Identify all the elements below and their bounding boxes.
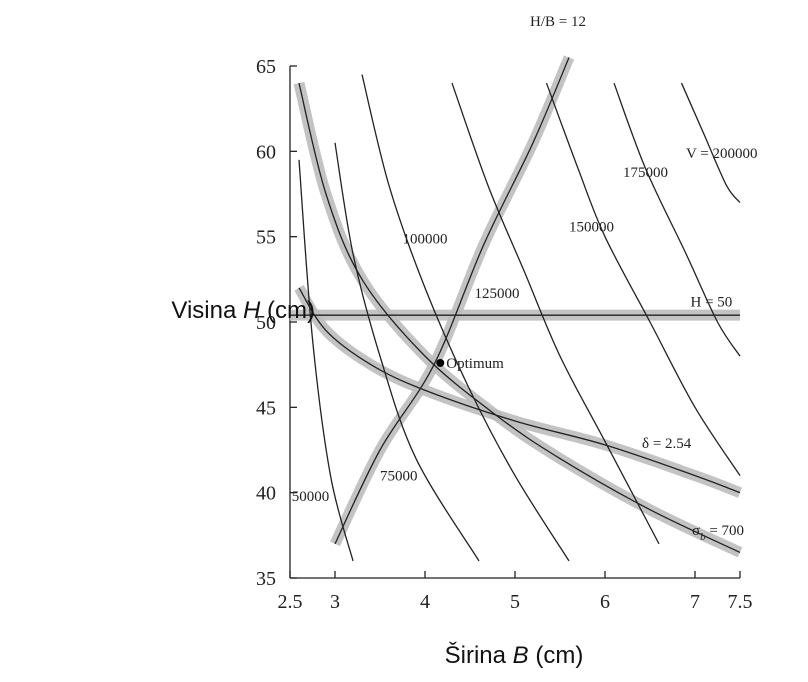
- volume-contour-3: [451, 82, 660, 545]
- x-tick-label: 3: [330, 591, 340, 613]
- constraint-line-0: [334, 57, 570, 545]
- volume-label-6: V = 200000: [686, 146, 758, 162]
- volume-label-2: 100000: [403, 231, 448, 247]
- volume-contour-5: [613, 82, 741, 357]
- constraint-line-3: [298, 82, 741, 553]
- constraint-lines: [290, 57, 741, 553]
- label-delta: δ = 2.54: [642, 436, 692, 452]
- volume-contour-1: [334, 142, 480, 562]
- label-h-50: H = 50: [691, 295, 733, 311]
- x-tick-label: 6: [600, 591, 610, 613]
- volume-label-0: 50000: [292, 489, 330, 505]
- label-sigma: σb = 700: [692, 523, 744, 543]
- x-tick-label: 5: [510, 591, 520, 613]
- label-h-over-b: H/B = 12: [530, 14, 586, 30]
- volume-contour-4: [545, 82, 741, 476]
- volume-contour-0: [298, 159, 354, 562]
- optimum-point: [436, 358, 445, 367]
- x-tick-label: 2.5: [278, 591, 303, 613]
- curve-labels: 50000 75000 100000 125000 150000 175000 V = 20…: [292, 14, 758, 505]
- volume-label-4: 150000: [569, 220, 614, 236]
- constraint-bands: [290, 55, 743, 558]
- volume-label-3: 125000: [475, 286, 520, 302]
- volume-contour-2: [361, 74, 570, 562]
- volume-contour-6: [680, 82, 741, 203]
- y-tick-label: 45: [256, 397, 276, 419]
- y-tick-label: 60: [256, 141, 276, 163]
- y-tick-label: 35: [256, 568, 276, 590]
- constraint-line-2: [298, 287, 741, 494]
- x-tick-label: 7.5: [728, 591, 753, 613]
- y-tick-label: 50: [256, 312, 276, 334]
- y-tick-label: 55: [256, 227, 276, 249]
- y-tick-label: 40: [256, 483, 276, 505]
- x-tick-label: 4: [420, 591, 430, 613]
- y-tick-label: 65: [256, 56, 276, 78]
- volume-contours: [298, 74, 741, 562]
- y-axis-title: Visina H (cm): [171, 297, 315, 324]
- x-tick-label: 7: [690, 591, 700, 613]
- optimum-label: Optimum: [446, 356, 504, 372]
- axes: [289, 65, 741, 579]
- volume-label-1: 75000: [380, 469, 418, 485]
- volume-label-5: 175000: [623, 165, 668, 181]
- x-axis-title: Širina B (cm): [445, 641, 584, 669]
